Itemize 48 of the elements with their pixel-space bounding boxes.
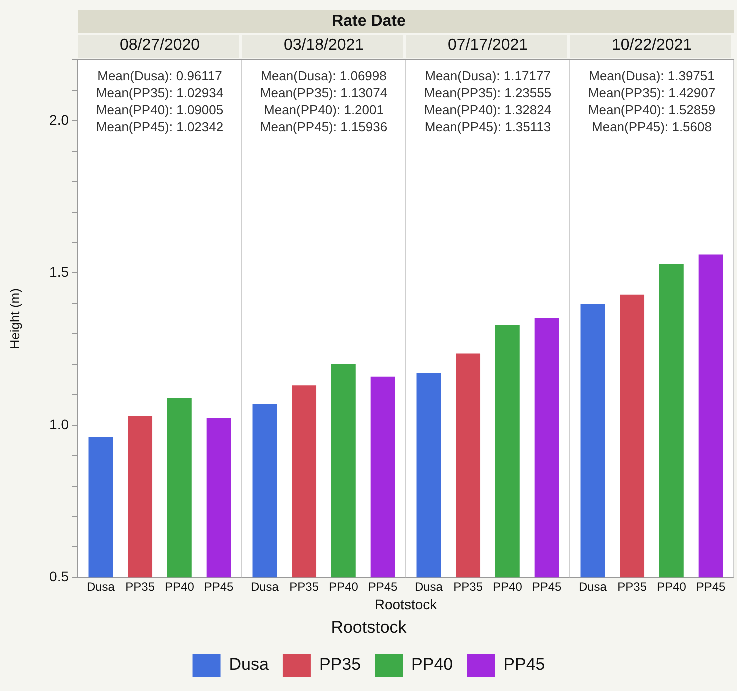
annotation: Mean(PP40): 1.2001 (264, 102, 384, 118)
text: PP40 (329, 580, 358, 594)
text: Dusa (250, 580, 279, 594)
text: PP45 (368, 580, 398, 594)
annotation: Mean(Dusa): 1.06998 (261, 68, 387, 84)
annotation: Mean(PP45): 1.35113 (424, 119, 552, 134)
annotation: Mean(PP40): 1.52859 (588, 102, 716, 118)
y-tick-label: 2.0 (50, 112, 70, 128)
legend-label: PP40 (412, 655, 454, 674)
y-tick-label: 1.5 (50, 264, 70, 280)
text: PP35 (290, 580, 319, 594)
annotation: Mean(Dusa): 0.96117 (98, 68, 222, 84)
annotation: Mean(PP45): 1.02342 (96, 119, 224, 134)
text: PP40 (493, 580, 522, 594)
y-axis-title: Height (m) (7, 288, 22, 350)
text: PP35 (618, 580, 647, 594)
annotation: Mean(PP45): 1.15936 (260, 119, 388, 134)
y-tick-label: 1.0 (50, 416, 70, 432)
annotation: Mean(PP35): 1.23555 (424, 85, 552, 100)
annotation: Mean(Dusa): 1.39751 (589, 68, 715, 84)
x-tick-label: 08/27/2020 (120, 37, 200, 54)
text: PP45 (204, 580, 234, 594)
text: Dusa (414, 580, 443, 594)
x-tick-label: 03/18/2021 (284, 37, 364, 54)
chart-title: Rate Date (332, 13, 406, 30)
legend-label: PP45 (504, 655, 546, 674)
annotation: Mean(PP40): 1.09005 (96, 102, 224, 118)
x-tick-label: 07/17/2021 (448, 37, 528, 54)
annotation: Mean(PP35): 1.13074 (260, 85, 388, 100)
text: PP35 (454, 580, 483, 594)
annotation: Mean(PP45): 1.5608 (592, 119, 712, 134)
text: Dusa (578, 580, 607, 594)
x-axis-title: Rootstock (374, 596, 438, 612)
text: PP35 (126, 580, 155, 594)
annotation: Mean(PP35): 1.02934 (96, 85, 224, 100)
text: PP40 (657, 580, 686, 594)
text: PP45 (696, 580, 726, 594)
annotation: Mean(Dusa): 1.17177 (425, 68, 551, 84)
text: PP40 (165, 580, 194, 594)
y-tick-label: 0.5 (50, 568, 70, 584)
legend-label: Dusa (229, 655, 270, 674)
x-tick-label: 10/22/2021 (612, 37, 692, 54)
annotation: Mean(PP40): 1.32824 (424, 102, 552, 118)
legend-title: Rootstock (331, 618, 408, 637)
legend-label: PP35 (319, 655, 362, 674)
text: Dusa (86, 580, 115, 594)
annotation: Mean(PP35): 1.42907 (588, 85, 716, 100)
text: PP45 (532, 580, 562, 594)
